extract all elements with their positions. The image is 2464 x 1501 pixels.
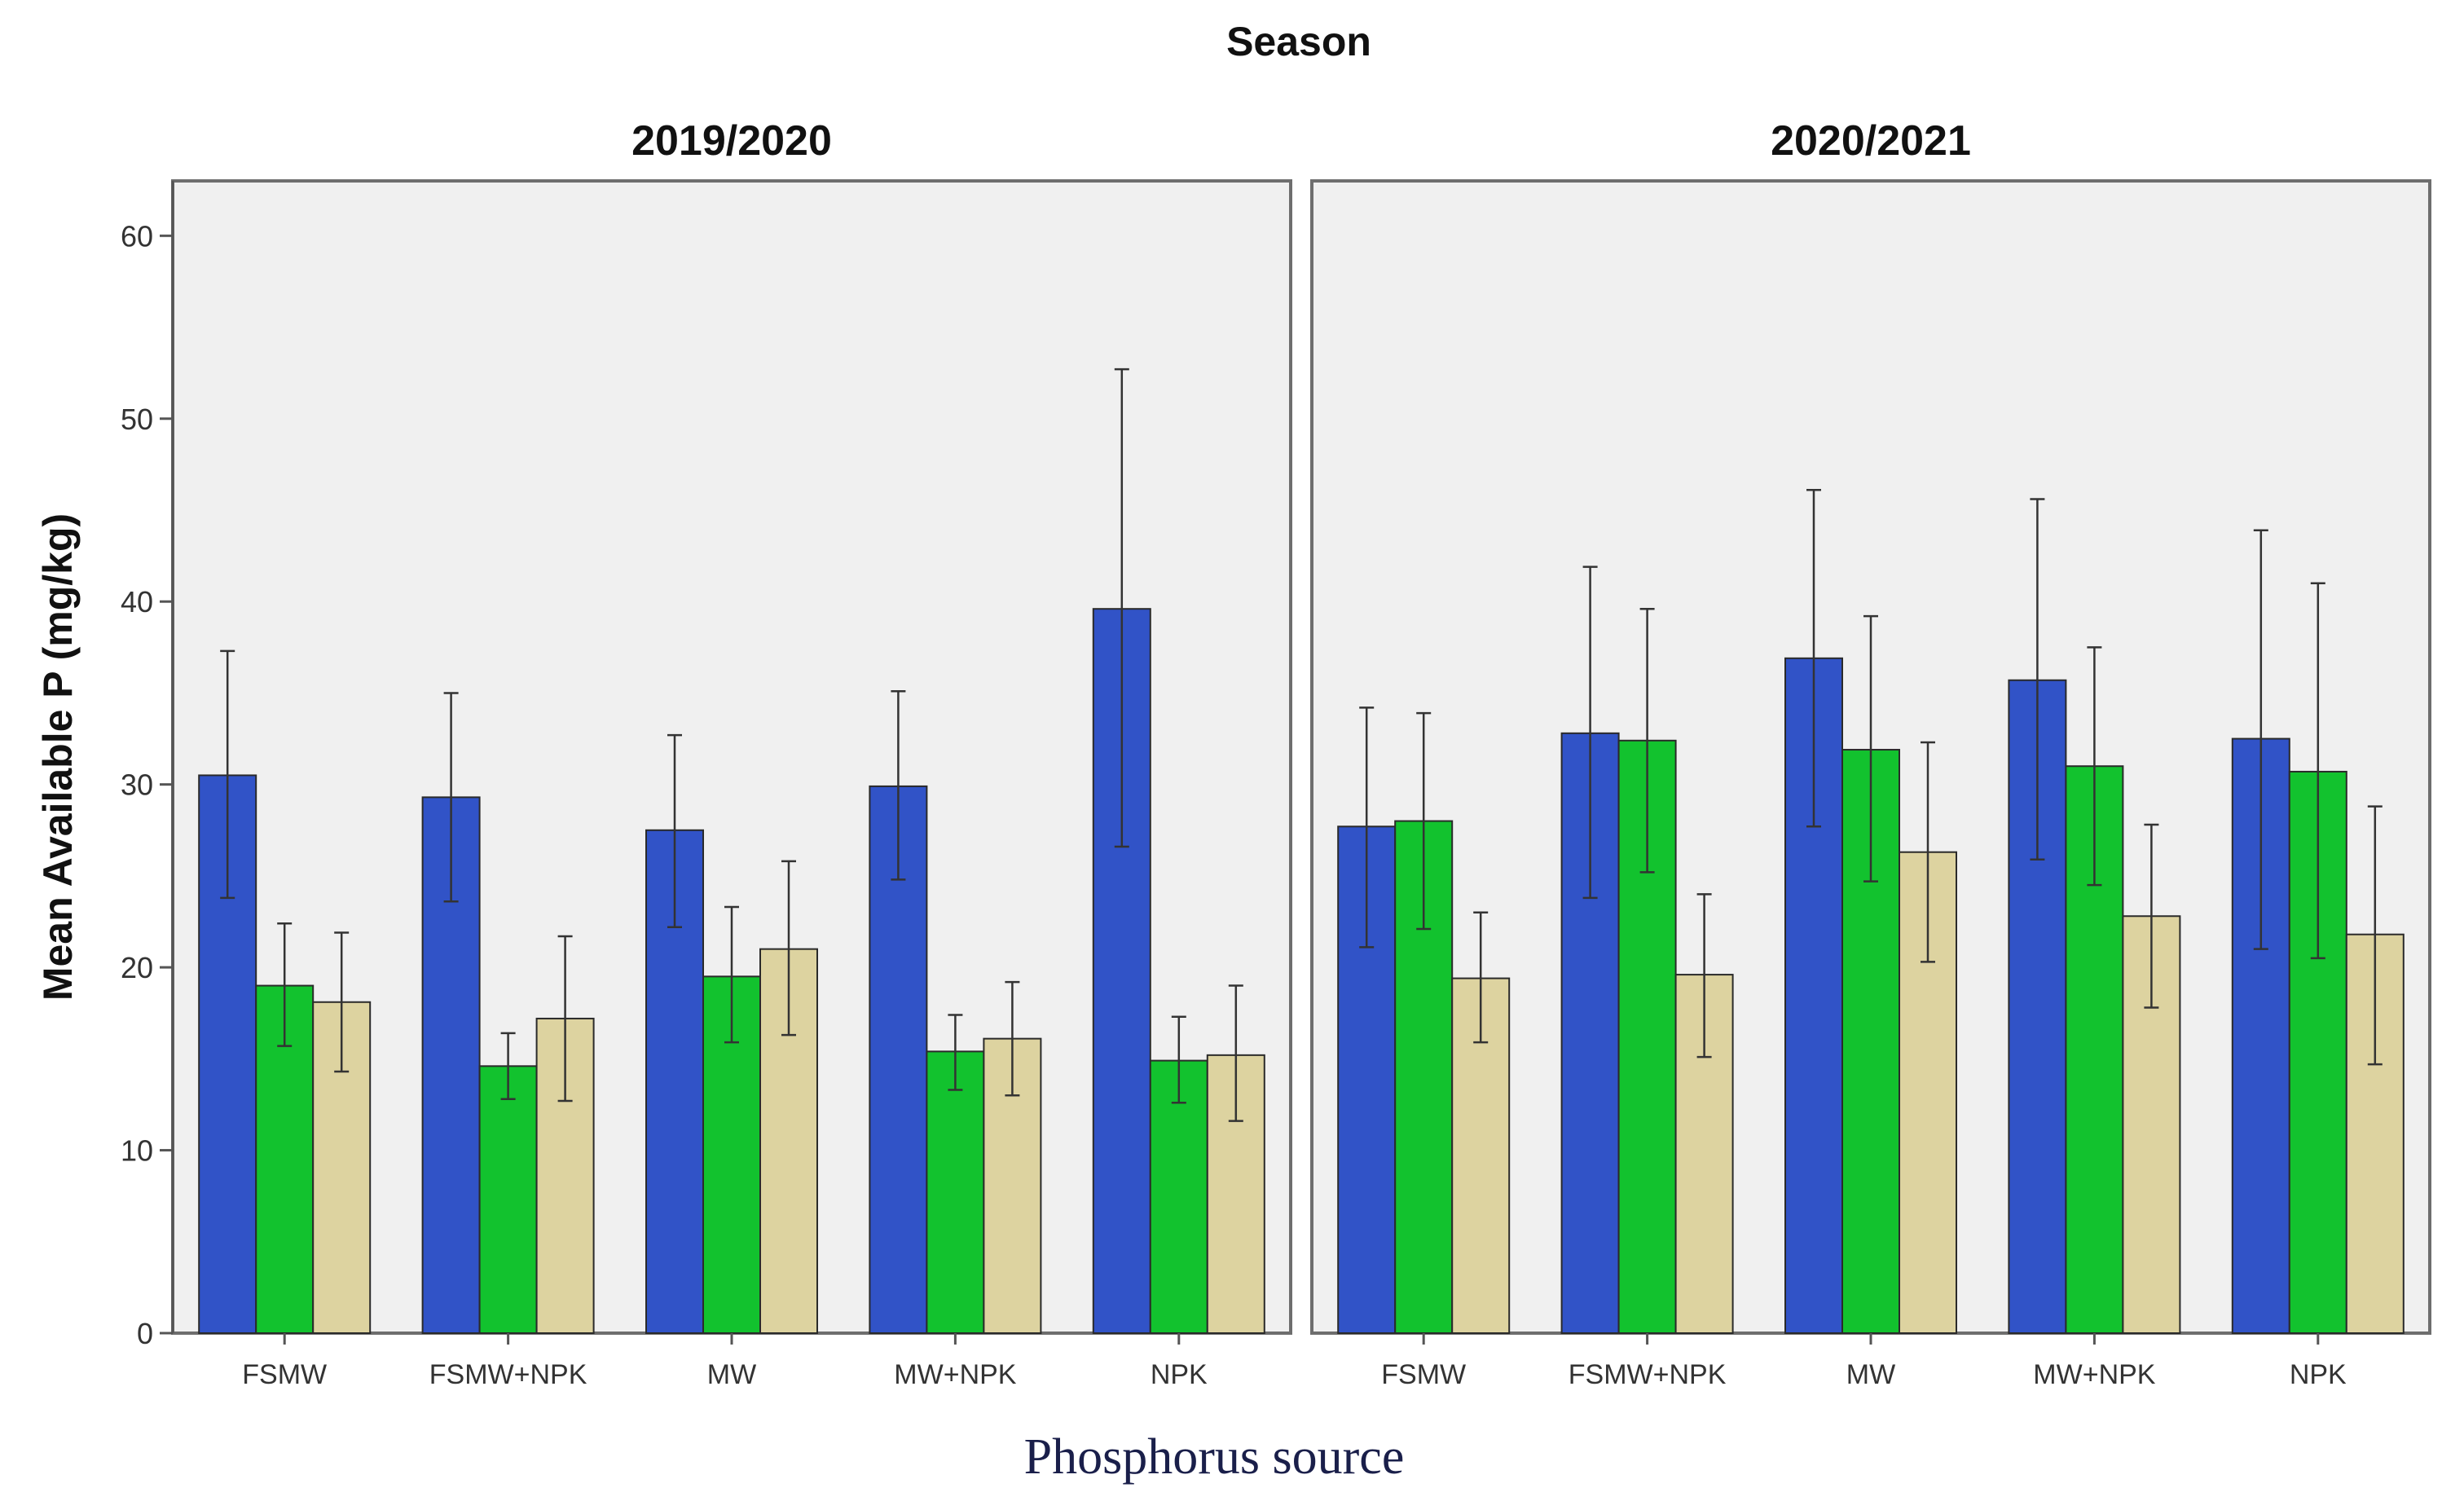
y-ticks: 0 10 20 30 40 50 60 (121, 219, 173, 1350)
panel-marks: FSMW FSMW+NPK MW MW+NPK NPK (1337, 489, 2405, 1390)
chart-title: Season (1226, 19, 1371, 64)
panel-title: 2019/2020 (631, 117, 832, 165)
x-tick-label: MW (707, 1359, 756, 1390)
x-tick-label: FSMW (242, 1359, 327, 1390)
y-tick-label: 40 (121, 585, 153, 618)
x-tick-label: NPK (1151, 1359, 1208, 1390)
x-tick-label: NPK (2290, 1359, 2347, 1390)
x-tick-label: FSMW+NPK (1569, 1359, 1727, 1390)
panel-marks: FSMW FSMW+NPK MW MW+NPK NPK (198, 368, 1265, 1390)
panel-2020-2021: 2020/2021 FSMW FSMW+NPK MW MW+NPK NPK (1310, 117, 2431, 1390)
x-tick-label: FSMW+NPK (429, 1359, 587, 1390)
bar-series-2 (926, 1050, 985, 1335)
x-tick-label: MW+NPK (2033, 1359, 2156, 1390)
x-tick-label: MW+NPK (894, 1359, 1017, 1390)
panel-title: 2020/2021 (1771, 117, 1971, 165)
y-tick-label: 50 (121, 403, 153, 436)
y-tick-label: 60 (121, 219, 153, 253)
y-tick-label: 30 (121, 768, 153, 802)
x-tick-label: MW (1846, 1359, 1895, 1390)
bar-series-3 (2345, 933, 2405, 1334)
bar-series-2 (478, 1065, 538, 1335)
y-tick-label: 0 (137, 1317, 153, 1350)
panel-2019-2020: 2019/2020 FSMW FSMW+NPK MW MW+NPK NPK (171, 117, 1292, 1390)
y-tick-label: 20 (121, 951, 153, 984)
y-axis-label: Mean Available P (mg/kg) (35, 513, 81, 1001)
x-axis-label: Phosphorus source (1024, 1429, 1405, 1485)
y-tick-label: 10 (121, 1134, 153, 1168)
y-axis: 0 10 20 30 40 50 60 (121, 181, 174, 1350)
x-tick-label: FSMW (1381, 1359, 1466, 1390)
